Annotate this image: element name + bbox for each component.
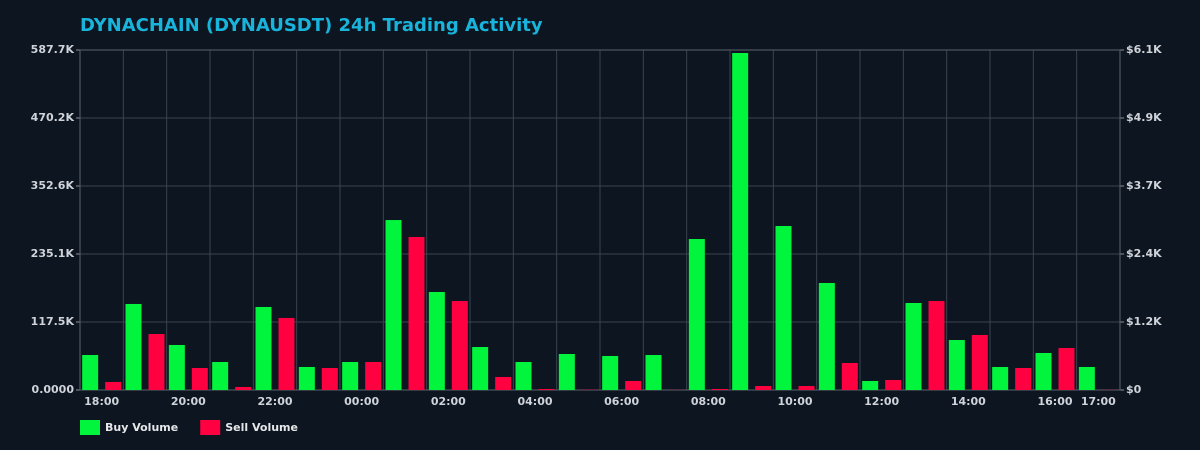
- bar: [538, 389, 555, 390]
- y-tick-label: 117.5K: [31, 315, 75, 328]
- x-tick-label: 00:00: [344, 395, 379, 408]
- x-tick-label: 04:00: [517, 395, 552, 408]
- x-tick-label: 17:00: [1081, 395, 1116, 408]
- legend-swatch: [80, 420, 100, 435]
- bar: [755, 386, 772, 390]
- bar: [798, 386, 815, 390]
- bar: [255, 306, 272, 390]
- y-tick-label: 235.1K: [31, 247, 75, 260]
- bar: [495, 376, 512, 390]
- bar: [1058, 347, 1075, 390]
- bar: [105, 382, 122, 390]
- y2-tick-label: $0: [1126, 383, 1142, 396]
- bar: [212, 361, 229, 390]
- bar: [971, 334, 988, 390]
- bar: [905, 302, 922, 390]
- legend-label: Buy Volume: [105, 421, 178, 434]
- y2-tick-label: $2.4K: [1126, 247, 1162, 260]
- x-tick-label: 20:00: [171, 395, 206, 408]
- bar: [321, 368, 338, 390]
- x-tick-label: 14:00: [951, 395, 986, 408]
- bar: [408, 236, 425, 390]
- y2-tick-label: $3.7K: [1126, 179, 1162, 192]
- bar: [775, 225, 792, 390]
- bar: [1015, 368, 1032, 390]
- x-tick-label: 02:00: [431, 395, 466, 408]
- bar: [1078, 366, 1095, 390]
- bar: [298, 366, 315, 390]
- y-tick-label: 352.6K: [31, 179, 75, 192]
- bar: [515, 361, 532, 390]
- plot-frame: [79, 49, 1121, 391]
- bar: [235, 386, 252, 390]
- bar: [451, 301, 468, 390]
- bar: [1035, 352, 1052, 390]
- x-tick-label: 08:00: [691, 395, 726, 408]
- bar: [342, 361, 359, 390]
- x-tick-label: 10:00: [777, 395, 812, 408]
- bar: [168, 344, 185, 390]
- bar: [625, 380, 642, 390]
- bar: [558, 354, 575, 390]
- y-tick-label: 0.0000: [32, 383, 75, 396]
- bar: [472, 347, 489, 390]
- bar: [278, 317, 295, 390]
- bar: [125, 303, 142, 390]
- x-tick-label: 06:00: [604, 395, 639, 408]
- bar: [885, 379, 902, 390]
- bar: [711, 389, 728, 390]
- bar: [948, 340, 965, 390]
- y2-tick-label: $4.9K: [1126, 111, 1162, 124]
- x-tick-label: 18:00: [84, 395, 119, 408]
- bar: [602, 355, 619, 390]
- bar: [148, 333, 165, 390]
- bar: [385, 220, 402, 390]
- y-tick-label: 470.2K: [31, 111, 75, 124]
- x-tick-label: 22:00: [257, 395, 292, 408]
- y2-tick-label: $6.1K: [1126, 43, 1162, 56]
- x-tick-label: 16:00: [1037, 395, 1072, 408]
- bar: [428, 291, 445, 390]
- y2-tick-label: $1.2K: [1126, 315, 1162, 328]
- x-tick-label: 12:00: [864, 395, 899, 408]
- bar: [365, 361, 382, 390]
- chart-title: DYNACHAIN (DYNAUSDT) 24h Trading Activit…: [80, 15, 543, 36]
- bar: [928, 301, 945, 390]
- bar: [992, 366, 1009, 390]
- bar: [688, 239, 705, 390]
- legend-swatch: [200, 420, 221, 435]
- bar: [732, 53, 749, 391]
- bar: [645, 354, 662, 390]
- y-tick-label: 587.7K: [31, 43, 75, 56]
- legend-label: Sell Volume: [225, 421, 298, 434]
- bar: [818, 282, 835, 390]
- bar: [862, 380, 879, 390]
- bar: [841, 362, 858, 390]
- bar: [82, 354, 99, 390]
- bar: [191, 368, 208, 390]
